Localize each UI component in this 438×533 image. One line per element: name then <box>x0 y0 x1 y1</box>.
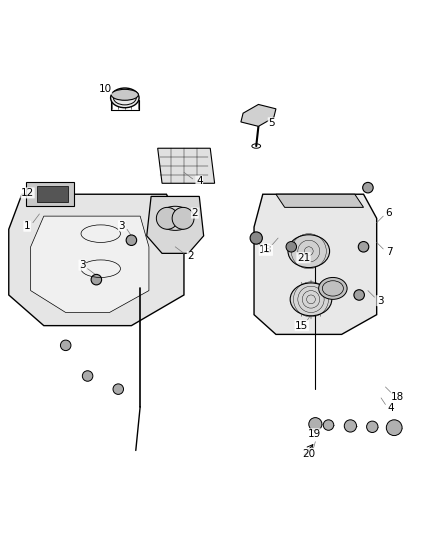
Text: 21: 21 <box>297 253 310 263</box>
Text: 6: 6 <box>385 208 392 218</box>
Polygon shape <box>9 194 184 326</box>
Circle shape <box>172 207 194 229</box>
Text: 7: 7 <box>385 247 392 257</box>
Text: 4: 4 <box>388 403 395 413</box>
Text: 1: 1 <box>263 244 270 254</box>
Polygon shape <box>276 194 364 207</box>
Ellipse shape <box>111 90 138 100</box>
Circle shape <box>367 421 378 432</box>
Text: 12: 12 <box>21 188 34 198</box>
Text: 2: 2 <box>187 252 194 261</box>
Text: 4: 4 <box>196 176 203 186</box>
Text: 10: 10 <box>99 84 112 94</box>
Circle shape <box>250 232 262 244</box>
Text: 15: 15 <box>295 321 308 330</box>
Text: 19: 19 <box>308 429 321 439</box>
Polygon shape <box>31 216 149 312</box>
Polygon shape <box>26 182 74 206</box>
Polygon shape <box>147 197 204 253</box>
Circle shape <box>91 274 102 285</box>
Text: 5: 5 <box>268 118 275 128</box>
Ellipse shape <box>288 235 329 268</box>
Circle shape <box>286 241 297 252</box>
Circle shape <box>60 340 71 351</box>
Ellipse shape <box>318 278 347 300</box>
Text: 18: 18 <box>391 392 404 402</box>
Circle shape <box>113 384 124 394</box>
Circle shape <box>363 182 373 193</box>
Polygon shape <box>158 148 215 183</box>
Circle shape <box>126 235 137 246</box>
Text: 1: 1 <box>24 221 31 231</box>
Ellipse shape <box>290 283 332 316</box>
Circle shape <box>354 290 364 300</box>
Text: 20: 20 <box>302 449 315 458</box>
Circle shape <box>358 241 369 252</box>
Circle shape <box>386 420 402 435</box>
Text: 3: 3 <box>79 260 86 270</box>
Polygon shape <box>254 194 377 334</box>
Circle shape <box>82 371 93 381</box>
Text: 3: 3 <box>118 221 125 231</box>
Text: 3: 3 <box>377 296 384 305</box>
Polygon shape <box>37 187 68 202</box>
Circle shape <box>156 207 178 229</box>
Ellipse shape <box>110 88 139 108</box>
Circle shape <box>309 418 322 431</box>
Circle shape <box>344 420 357 432</box>
Text: 18: 18 <box>259 245 272 255</box>
Circle shape <box>323 420 334 430</box>
Polygon shape <box>241 104 276 126</box>
Text: 2: 2 <box>191 208 198 218</box>
